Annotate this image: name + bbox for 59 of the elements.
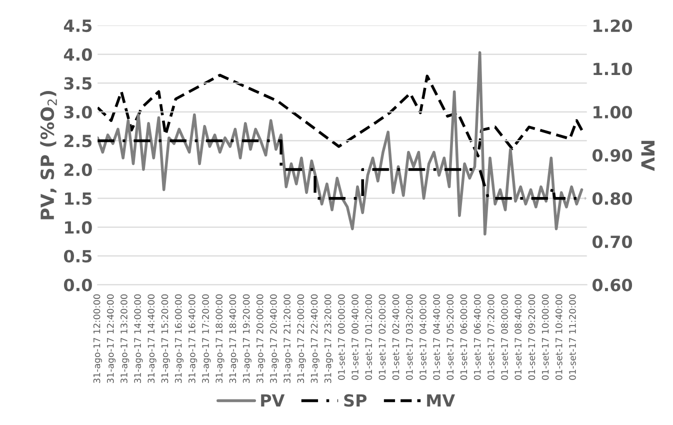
y-tick-label: 1.0: [65, 221, 92, 234]
x-tick-label: 01-set-17 03:20:00: [406, 294, 413, 380]
x-tick-label: 31-ago-17 13:20:00: [120, 294, 130, 383]
y-tick-label: 3.0: [64, 106, 92, 118]
x-tick-label: 01-set-17 02:40:00: [392, 294, 400, 380]
x-tick-label: 01-set-17 11:20:00: [569, 294, 576, 380]
x-tick-label: 31-ago-17 22:00:00: [297, 294, 306, 383]
y-tick-label: 1.5: [65, 192, 92, 205]
x-tick-label: 01-set-17 07:20:00: [488, 294, 494, 380]
x-tick-label: 01-set-17 06:00:00: [460, 294, 468, 380]
y-tick-label: 2.5: [64, 134, 92, 148]
y2-tick-label: 0.90: [592, 149, 632, 162]
x-tick-label: 31-ago-17 23:20:00: [324, 294, 333, 383]
y2-tick-label: 0.80: [592, 192, 632, 205]
x-tick-label: 31-ago-17 15:20:00: [161, 294, 170, 383]
y-tick-label: 2.0: [64, 163, 92, 176]
x-tick-label: 31-ago-17 17:20:00: [202, 294, 211, 383]
x-tick-label: 01-set-17 09:20:00: [528, 294, 536, 380]
y2-tick-label: 1.00: [594, 106, 632, 118]
x-tick-label: 31-ago-17 16:00:00: [174, 294, 184, 383]
x-tick-label: 31-ago-17 12:00:00: [93, 294, 102, 383]
x-tick-label: 01-set-17 10:00:00: [542, 294, 549, 380]
x-tick-label: 01-set-17 05:20:00: [446, 294, 454, 380]
x-tick-label: 31-ago-17 19:20:00: [242, 294, 252, 383]
legend-label: SP: [344, 394, 367, 407]
x-tick-label: 01-set-17 06:40:00: [474, 294, 481, 380]
x-tick-label: 31-ago-17 18:40:00: [229, 294, 238, 383]
y-tick-label: 4.0: [64, 48, 92, 61]
line-series: [98, 51, 584, 236]
legend-label: MV: [427, 394, 455, 407]
x-tick-label: 31-ago-17 14:00:00: [134, 294, 143, 383]
y-tick-label: 3.5: [64, 77, 92, 90]
x-tick-label: 01-set-17 04:40:00: [433, 294, 440, 380]
y-tick-label: 0.5: [64, 250, 92, 263]
y2-tick-label: 0.70: [592, 236, 632, 248]
x-tick-label: 01-set-17 10:40:00: [555, 294, 562, 380]
x-tick-label: 31-ago-17 20:40:00: [270, 294, 279, 383]
x-tick-label: 31-ago-17 18:00:00: [216, 294, 224, 383]
x-tick-label: 31-ago-17 22:40:00: [310, 294, 320, 383]
x-tick-label: 01-set-17 08:40:00: [514, 294, 522, 380]
x-tick-label: 01-set-17 02:00:00: [378, 294, 386, 380]
x-tick-label: 31-ago-17 12:40:00: [106, 294, 116, 383]
x-tick-label: 01-set-17 04:00:00: [420, 294, 426, 380]
y2-tick-label: 1.10: [594, 62, 632, 76]
y-tick-label: 0.0: [64, 278, 92, 292]
x-tick-label: 31-ago-17 16:40:00: [188, 294, 198, 383]
x-tick-label: 31-ago-17 14:40:00: [148, 294, 156, 383]
x-tick-label: 31-ago-17 20:00:00: [256, 294, 266, 383]
y-tick-label: 4.5: [64, 20, 92, 32]
y-axis-title: PV, SP (%O$_{2}$): [40, 90, 57, 220]
x-tick-label: 01-set-17 00:40:00: [352, 294, 358, 380]
y2-tick-label: 0.60: [592, 278, 632, 292]
y2-tick-label: 1.20: [594, 19, 632, 32]
legend-label: PV: [261, 394, 285, 407]
x-tick-label: 31-ago-17 21:20:00: [284, 294, 292, 383]
x-tick-label: 01-set-17 01:20:00: [365, 294, 372, 380]
x-tick-label: 01-set-17 08:00:00: [501, 294, 508, 380]
y2-axis-title: MV: [641, 140, 655, 172]
x-tick-label: 01-set-17 00:00:00: [338, 294, 345, 380]
